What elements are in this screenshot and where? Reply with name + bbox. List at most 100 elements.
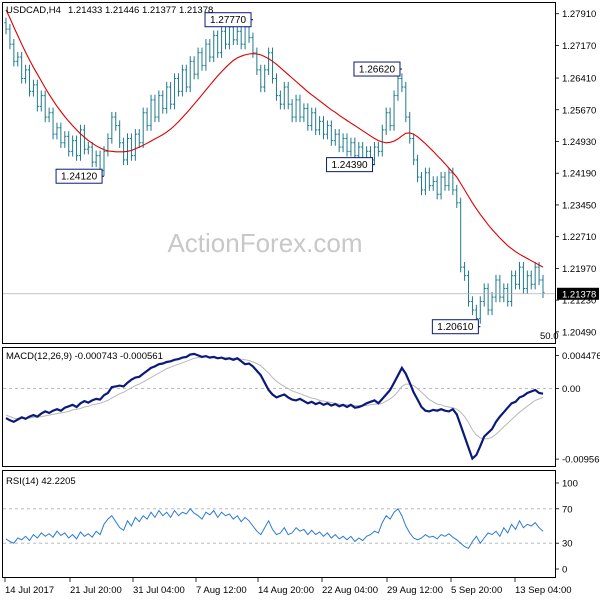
ohlc-bar — [455, 184, 459, 208]
price-y-tick-label: 1.27910 — [562, 9, 596, 20]
price-y-tick-label: 1.21230 — [562, 296, 596, 307]
price-annotation-label: 1.26620 — [359, 65, 396, 76]
price-annotation: 1.24390 — [326, 157, 375, 173]
rsi-y-tick-label: 30 — [562, 539, 573, 550]
ohlc-bar — [63, 131, 67, 148]
ohlc-bar — [129, 133, 134, 161]
current-price-tag: 1.21378 — [557, 287, 599, 300]
ohlc-bar — [443, 171, 447, 191]
watermark-text: ActionForex.com — [167, 228, 362, 258]
ohlc-bar — [290, 99, 294, 123]
macd-y-tick-label: 0.00 — [562, 384, 581, 395]
ohlc-bar — [486, 283, 490, 316]
ohlc-bar — [8, 24, 12, 50]
ohlc-bar — [294, 94, 298, 123]
ohlc-bar — [502, 283, 506, 303]
ohlc-bar — [59, 122, 63, 148]
ohlc-bar — [310, 107, 314, 131]
ohlc-bar — [447, 167, 451, 191]
ohlc-bar — [74, 135, 79, 161]
ohlc-bar — [498, 274, 502, 303]
ohlc-bar — [39, 90, 43, 112]
price-y-tick-label: 1.20490 — [562, 327, 596, 338]
ohlc-bar — [321, 116, 326, 140]
ohlc-bar — [302, 103, 306, 123]
x-tick-label: 21 Jul 20:00 — [70, 585, 122, 596]
ohlc-bar — [169, 81, 173, 110]
ohlc-bar — [153, 94, 157, 123]
ohlc-bar — [494, 274, 498, 303]
ohlc-bar — [392, 90, 396, 131]
ohlc-bar — [325, 120, 330, 140]
ohlc-bar — [380, 124, 384, 157]
x-tick-label: 29 Aug 12:00 — [387, 585, 443, 596]
ohlc-bar — [239, 26, 243, 50]
macd-y-axis: 0.004476 0.00 -0.009567 — [555, 351, 600, 466]
ohlc-bar — [176, 73, 181, 97]
ohlc-bar — [200, 47, 204, 71]
ohlc-bar — [463, 261, 467, 281]
ohlc-bar — [16, 51, 20, 67]
ohlc-bar — [510, 270, 514, 307]
ohlc-bar — [78, 124, 83, 161]
macd-label: MACD(12,26,9) -0.000743 -0.000561 — [6, 351, 163, 362]
price-y-tick-label: 1.23450 — [562, 200, 596, 211]
rsi-levels — [3, 508, 555, 544]
ohlc-bar — [267, 47, 271, 76]
ohlc-bar — [82, 124, 86, 155]
ohlc-bar — [4, 17, 8, 35]
ohlc-bar — [35, 79, 39, 112]
price-y-tick-label: 1.25670 — [562, 105, 596, 116]
ohlc-bar — [51, 107, 55, 140]
ohlc-bar — [353, 137, 357, 161]
price-annotation: 1.27770 — [204, 12, 254, 28]
price-annotation: 1.24120 — [55, 168, 105, 184]
ohlc-bar — [431, 176, 435, 191]
ohlc-bar — [482, 283, 486, 307]
ohlc-bar — [102, 146, 106, 176]
rsi-line — [5, 508, 544, 550]
ohlc-bar — [165, 81, 169, 114]
ohlc-bar — [341, 133, 345, 153]
ohlc-bar — [337, 129, 341, 153]
ohlc-bar — [314, 107, 318, 136]
ohlc-bar — [106, 133, 110, 157]
rsi-y-axis: 100 70 30 0 — [555, 479, 578, 576]
ohlc-bar — [219, 26, 224, 58]
ohlc-bar — [255, 47, 259, 76]
ohlc-bar — [137, 129, 141, 148]
ohlc-bar — [529, 270, 533, 290]
ohlc-bar — [263, 64, 267, 93]
rsi-panel-frame — [2, 470, 556, 578]
price-annotation: 1.26620 — [353, 61, 402, 77]
ohlc-bar — [349, 137, 353, 157]
ohlc-bar — [67, 131, 71, 157]
ohlc-bar — [376, 141, 380, 157]
ohlc-bar — [521, 261, 526, 294]
x-tick-label: 7 Aug 12:00 — [196, 585, 247, 596]
ohlc-bar — [223, 26, 228, 50]
ohlc-bar — [384, 107, 388, 136]
macd-panel-frame — [2, 347, 556, 467]
ohlc-bar — [114, 111, 118, 131]
ohlc-bar — [317, 116, 322, 136]
macd-panel: MACD(12,26,9) -0.000743 -0.000561 0.0044… — [2, 347, 600, 467]
macd-y-tick-label: 0.004476 — [562, 351, 600, 362]
ohlc-bar — [157, 90, 161, 123]
ohlc-bar — [427, 167, 431, 191]
ohlc-bar — [23, 64, 28, 84]
ohlc-bar — [184, 64, 188, 93]
ohlc-bar — [31, 79, 36, 97]
chart-title: USDCAD,H4 — [6, 5, 61, 16]
ohlc-bar — [12, 39, 16, 67]
x-tick-label: 14 Jul 2017 — [5, 585, 54, 596]
ohlc-bar — [525, 270, 529, 294]
price-ohlc-bars — [4, 17, 545, 324]
ohlc-bar — [172, 73, 177, 110]
ohlc-bar — [423, 167, 428, 196]
ohlc-bar — [396, 73, 400, 101]
ohlc-bar — [459, 197, 463, 273]
price-header: USDCAD,H4 1.21433 1.21446 1.21377 1.2137… — [6, 5, 213, 16]
current-price-tag-label: 1.21378 — [562, 289, 596, 300]
